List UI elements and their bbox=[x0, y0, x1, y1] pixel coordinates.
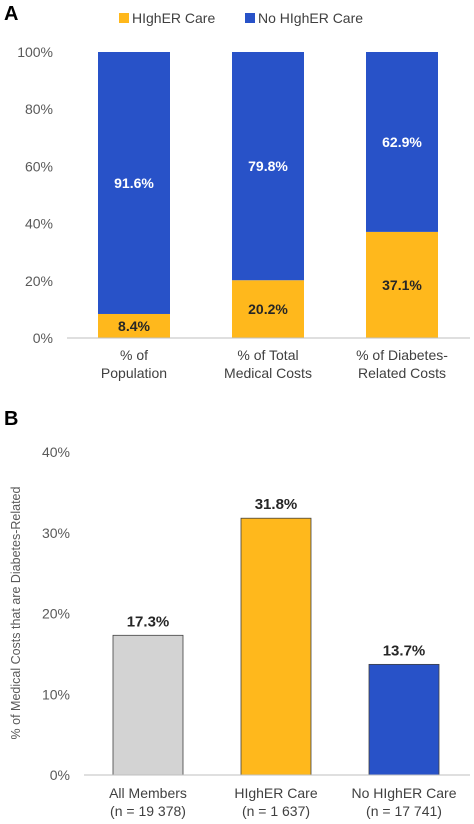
y-tick-label: 60% bbox=[25, 158, 53, 174]
bars bbox=[112, 517, 440, 776]
data-labels: 17.3% 31.8% 13.7% bbox=[127, 496, 426, 659]
category-label: % of Diabetes- bbox=[356, 347, 448, 363]
category-label: % of bbox=[120, 347, 148, 363]
bar-segment-higher-care bbox=[366, 231, 438, 338]
data-label-higher-care: 37.1% bbox=[382, 277, 422, 293]
bar-segment-no-higher-care bbox=[98, 52, 170, 314]
category-label: (n = 19 378) bbox=[110, 803, 186, 819]
y-tick-label: 40% bbox=[25, 216, 53, 232]
panel-a-letter: A bbox=[4, 3, 18, 25]
panel-a-stacked-chart: A HIghER Care No HIghER Care 0% 20% 40% 60%… bbox=[4, 3, 470, 381]
y-tick-label: 20% bbox=[25, 273, 53, 289]
y-tick-label: 40% bbox=[42, 444, 70, 460]
legend-label-higher-care: HIghER Care bbox=[132, 10, 215, 26]
data-labels: 8.4% 91.6% 20.2% 79.8% 37.1% 62.9% bbox=[114, 134, 422, 334]
category-label: Medical Costs bbox=[224, 365, 312, 381]
y-axis-label: % of Medical Costs that are Diabetes-Rel… bbox=[9, 487, 23, 740]
x-axis-categories: % of Population % of Total Medical Costs % o… bbox=[101, 347, 448, 381]
bar-segment-higher-care bbox=[98, 313, 170, 338]
bar-all-members bbox=[112, 634, 184, 776]
panel-b-letter: B bbox=[4, 408, 18, 430]
panel-b-bar-chart: B % of Medical Costs that are Diabetes-R… bbox=[4, 408, 470, 819]
data-label: 31.8% bbox=[255, 496, 298, 513]
x-axis-categories: All Members (n = 19 378) HIghER Care (n = 1… bbox=[109, 785, 457, 819]
bar-no-higher-care bbox=[368, 663, 440, 776]
legend-swatch-higher-care bbox=[119, 13, 129, 23]
data-label-higher-care: 8.4% bbox=[118, 318, 150, 334]
category-label: Related Costs bbox=[358, 365, 446, 381]
y-tick-label: 100% bbox=[17, 44, 53, 60]
data-label-higher-care: 20.2% bbox=[248, 301, 288, 317]
data-label-no-higher-care: 79.8% bbox=[248, 158, 288, 174]
y-tick-label: 0% bbox=[50, 767, 70, 783]
category-label: Population bbox=[101, 365, 167, 381]
y-tick-label: 10% bbox=[42, 686, 70, 702]
y-tick-label: 30% bbox=[42, 525, 70, 541]
category-label: HIghER Care bbox=[234, 785, 317, 801]
category-label: (n = 17 741) bbox=[366, 803, 442, 819]
y-axis-ticks: 0% 10% 20% 30% 40% bbox=[42, 444, 70, 783]
legend-swatch-no-higher-care bbox=[245, 13, 255, 23]
legend-label-no-higher-care: No HIghER Care bbox=[258, 10, 363, 26]
bar-segment-higher-care bbox=[232, 280, 304, 338]
category-label: (n = 1 637) bbox=[242, 803, 310, 819]
data-label: 17.3% bbox=[127, 613, 170, 630]
bar-segment-no-higher-care bbox=[366, 52, 438, 232]
category-label: No HIghER Care bbox=[351, 785, 456, 801]
bars bbox=[98, 52, 438, 338]
data-label-no-higher-care: 91.6% bbox=[114, 175, 154, 191]
y-axis-ticks: 0% 20% 40% 60% 80% 100% bbox=[17, 44, 53, 346]
bar-higher-care bbox=[240, 517, 312, 776]
category-label: % of Total bbox=[237, 347, 298, 363]
y-tick-label: 20% bbox=[42, 606, 70, 622]
y-tick-label: 80% bbox=[25, 101, 53, 117]
bar-segment-no-higher-care bbox=[232, 52, 304, 281]
category-label: All Members bbox=[109, 785, 187, 801]
y-tick-label: 0% bbox=[33, 330, 53, 346]
data-label: 13.7% bbox=[383, 642, 426, 659]
legend: HIghER Care No HIghER Care bbox=[119, 10, 363, 26]
data-label-no-higher-care: 62.9% bbox=[382, 134, 422, 150]
